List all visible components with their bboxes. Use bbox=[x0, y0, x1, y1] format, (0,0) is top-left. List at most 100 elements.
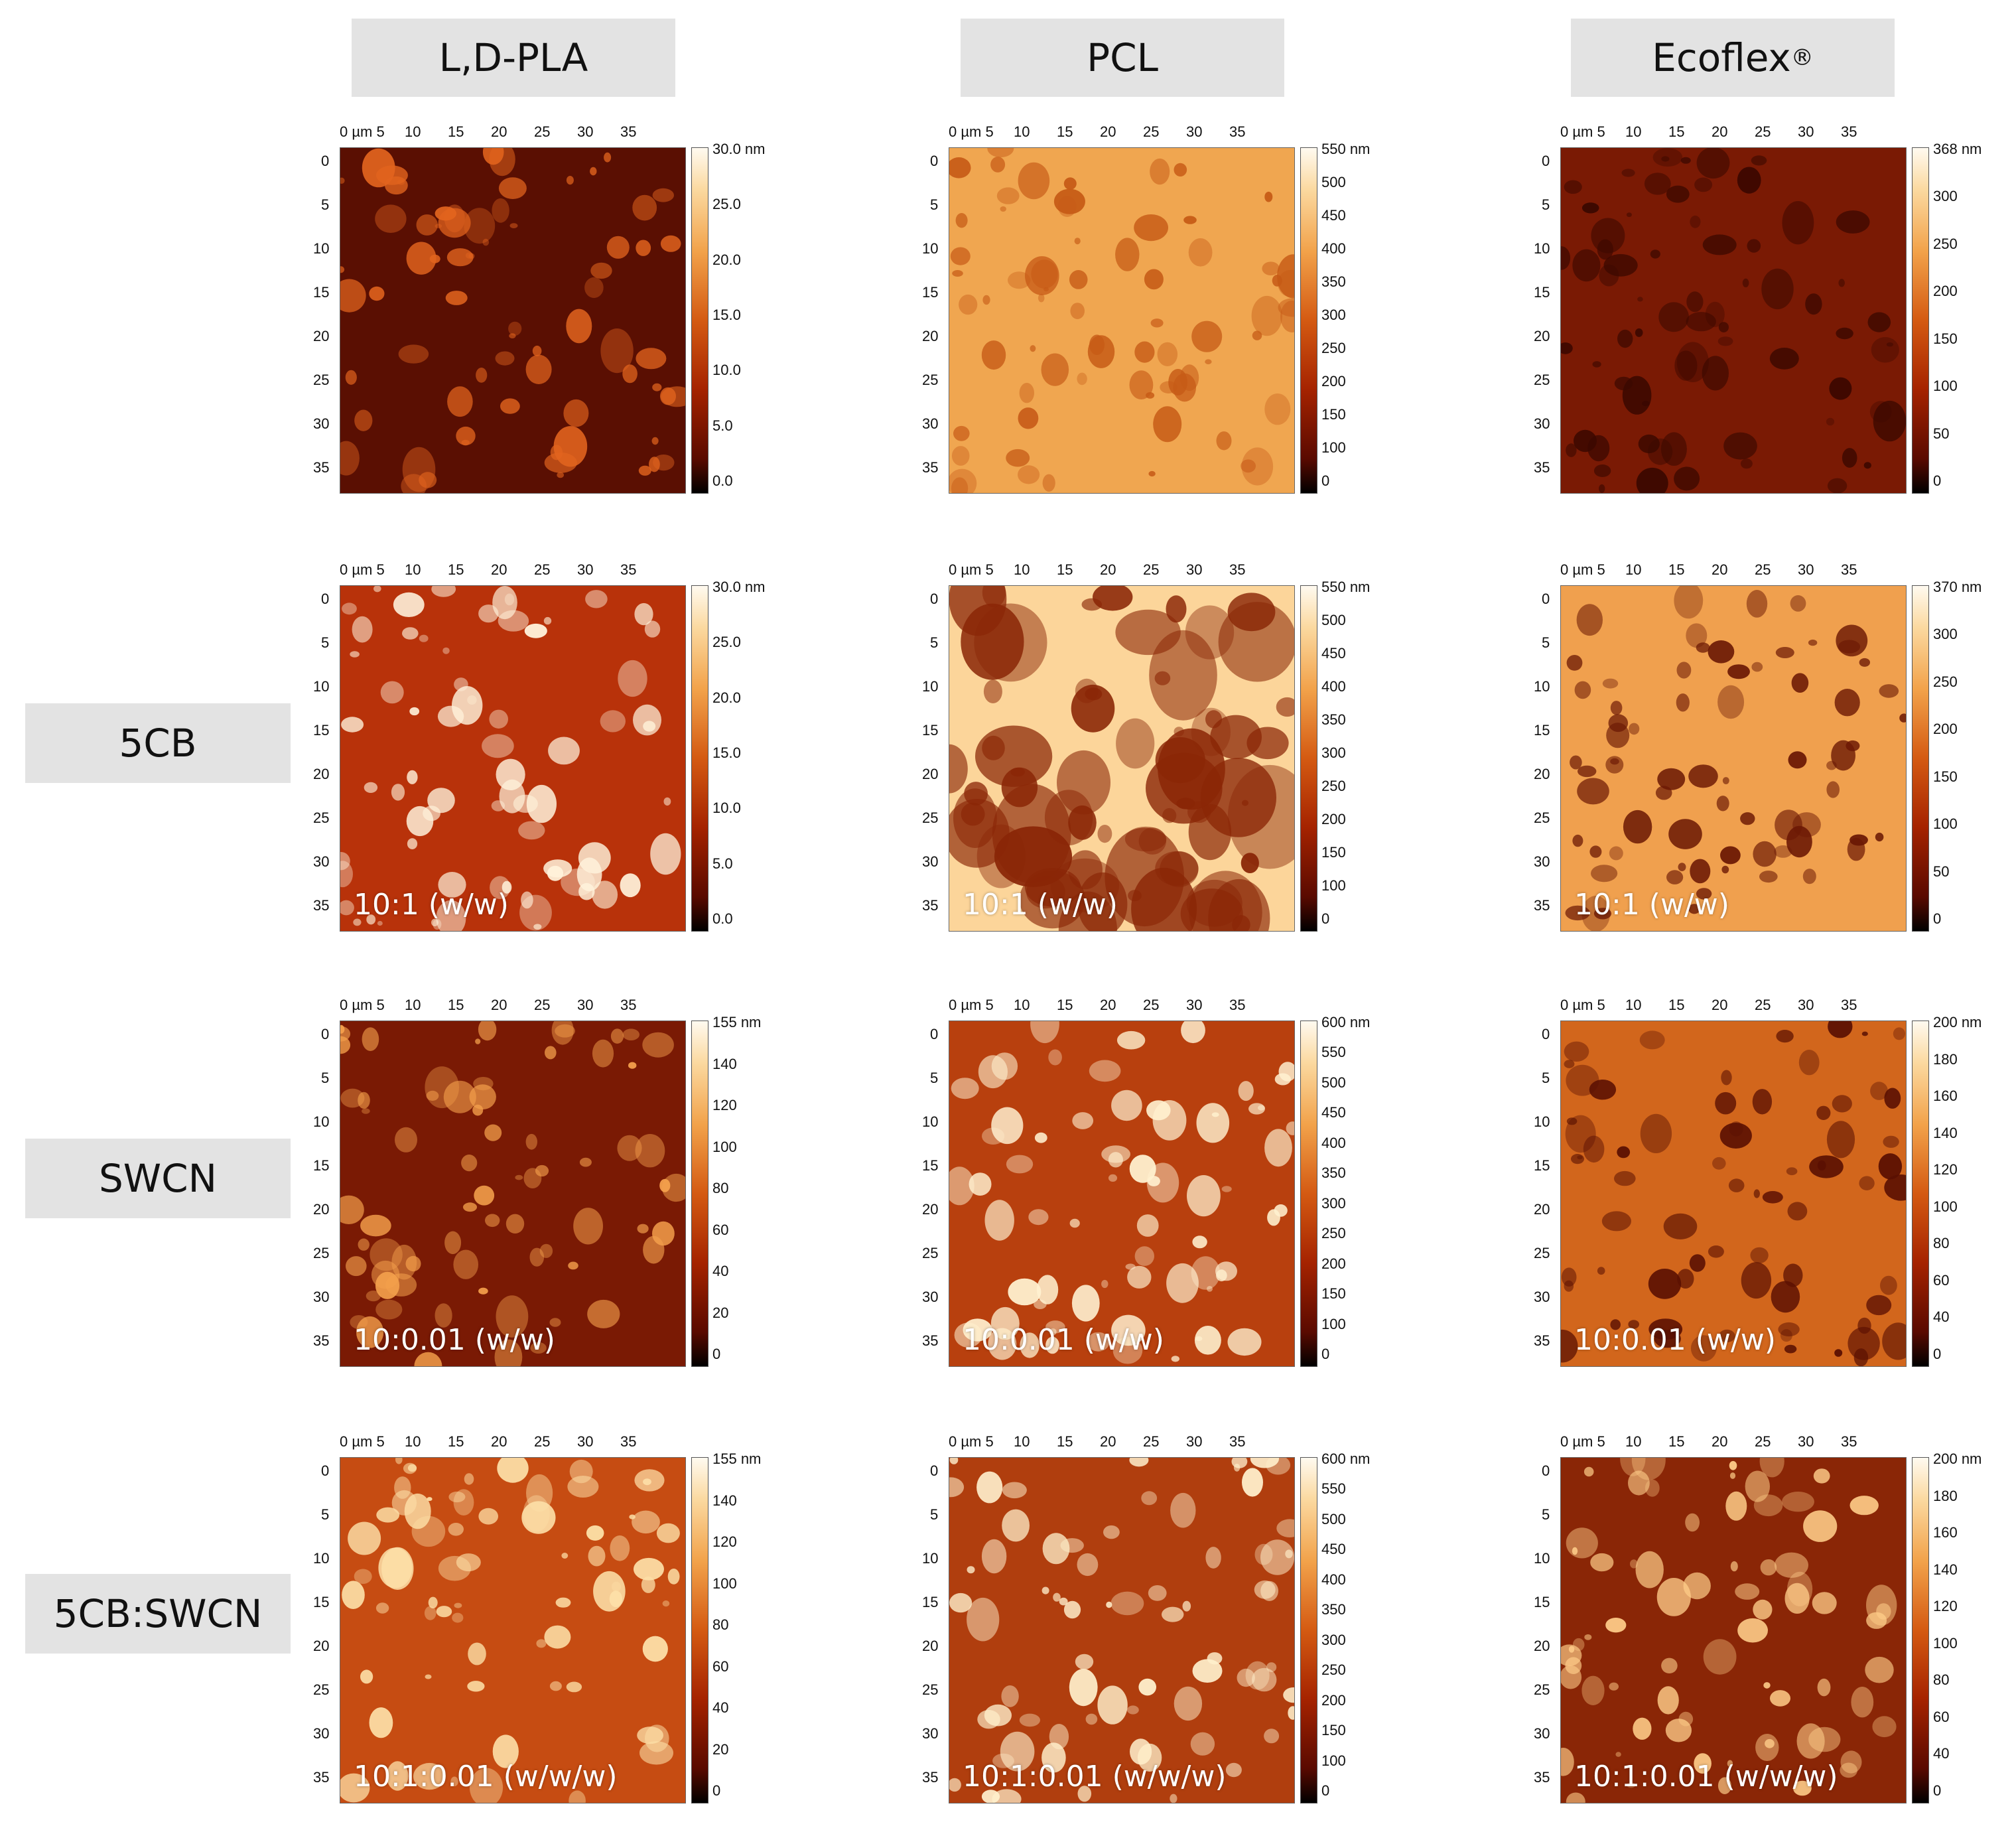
colorbar-label: 0 bbox=[1321, 910, 1330, 927]
y-tick-label: 35 bbox=[1534, 1332, 1550, 1349]
y-tick-label: 35 bbox=[1534, 459, 1550, 476]
colorbar-label: 250 bbox=[1933, 673, 1958, 690]
y-tick-label: 5 bbox=[930, 1506, 939, 1523]
colorbar-label: 100 bbox=[1933, 1634, 1958, 1652]
x-tick-label: 0 µm 5 bbox=[949, 1433, 994, 1450]
afm-panel: 0 µm 5 10 15 20 25 30 35 0 5 10 15 20 25 30 35 10:1 (w/… bbox=[305, 551, 766, 962]
colorbar-label: 350 bbox=[1321, 273, 1346, 290]
colorbar-label: 450 bbox=[1321, 1104, 1346, 1121]
ratio-label: 10:1 (w/w) bbox=[1574, 888, 1729, 922]
height-colorbar bbox=[1300, 585, 1317, 932]
colorbar-label: 40 bbox=[1933, 1308, 1950, 1326]
y-tick-label: 10 bbox=[922, 240, 939, 257]
y-tick-label: 25 bbox=[922, 1245, 939, 1261]
afm-panel: 0 µm 5 10 15 20 25 30 35 0 5 10 15 20 25 30 35 10:0.01 … bbox=[1526, 986, 1982, 1397]
x-tick-label: 30 bbox=[1186, 123, 1203, 140]
y-tick-label: 15 bbox=[922, 284, 939, 301]
x-tick-label: 30 bbox=[1186, 997, 1203, 1013]
y-tick-label: 25 bbox=[1534, 1245, 1550, 1261]
y-tick-label: 25 bbox=[1534, 372, 1550, 388]
colorbar-label: 550 bbox=[1321, 1044, 1346, 1061]
y-tick-label: 30 bbox=[1534, 1289, 1550, 1305]
x-tick-label: 20 bbox=[1712, 123, 1728, 140]
column-header-label: L,D-PLA bbox=[438, 35, 588, 80]
colorbar-label: 200 bbox=[1321, 373, 1346, 389]
x-tick-label: 10 bbox=[1625, 1433, 1642, 1450]
x-tick-label: 25 bbox=[1143, 997, 1160, 1013]
y-tick-label: 20 bbox=[922, 1638, 939, 1654]
y-tick-label: 30 bbox=[922, 853, 939, 870]
colorbar-label: 80 bbox=[712, 1616, 729, 1633]
colorbar-label: 80 bbox=[1933, 1671, 1950, 1689]
colorbar-label: 100 bbox=[712, 1138, 737, 1155]
y-tick-label: 0 bbox=[930, 1462, 939, 1479]
height-colorbar bbox=[1912, 1021, 1929, 1367]
colorbar-label: 120 bbox=[712, 1533, 737, 1550]
colorbar-label: 350 bbox=[1321, 1164, 1346, 1182]
afm-height-image: 10:0.01 (w/w) bbox=[340, 1021, 686, 1367]
x-tick-label: 25 bbox=[1755, 123, 1771, 140]
y-tick-label: 5 bbox=[1542, 1506, 1550, 1523]
x-tick-label: 35 bbox=[620, 123, 637, 140]
x-tick-label: 0 µm 5 bbox=[1560, 123, 1605, 140]
y-tick-label: 15 bbox=[313, 1157, 330, 1174]
x-tick-label: 35 bbox=[1229, 561, 1246, 578]
x-tick-label: 25 bbox=[534, 997, 551, 1013]
x-tick-label: 25 bbox=[1143, 1433, 1160, 1450]
x-tick-label: 30 bbox=[1798, 561, 1814, 578]
x-tick-label: 30 bbox=[577, 1433, 594, 1450]
column-header-label: PCL bbox=[1087, 35, 1158, 80]
x-tick-label: 25 bbox=[1143, 123, 1160, 140]
y-tick-label: 20 bbox=[922, 766, 939, 782]
y-tick-label: 30 bbox=[313, 415, 330, 432]
colorbar-label: 300 bbox=[1321, 307, 1346, 323]
y-tick-label: 10 bbox=[922, 1550, 939, 1567]
x-tick-label: 20 bbox=[1100, 123, 1116, 140]
colorbar-label: 0 bbox=[1933, 1782, 1942, 1799]
x-tick-label: 10 bbox=[1014, 1433, 1030, 1450]
x-tick-label: 25 bbox=[534, 1433, 551, 1450]
afm-panel: 0 µm 5 10 15 20 25 30 35 0 5 10 15 20 25 30 35 10:1:0.0… bbox=[305, 1423, 761, 1834]
colorbar-label: 400 bbox=[1321, 678, 1346, 695]
ratio-label: 10:0.01 (w/w) bbox=[1574, 1323, 1776, 1357]
colorbar-label: 150 bbox=[1933, 330, 1958, 347]
y-tick-label: 10 bbox=[1534, 678, 1550, 695]
y-tick-label: 5 bbox=[321, 1506, 330, 1523]
colorbar-label: 60 bbox=[1933, 1271, 1950, 1289]
y-tick-label: 35 bbox=[922, 1769, 939, 1786]
colorbar-label: 10.0 bbox=[712, 362, 741, 379]
x-tick-label: 25 bbox=[1755, 997, 1771, 1013]
colorbar-label: 550 nm bbox=[1321, 141, 1371, 157]
x-tick-label: 30 bbox=[577, 123, 594, 140]
x-tick-label: 30 bbox=[1798, 1433, 1814, 1450]
y-tick-label: 25 bbox=[1534, 1681, 1550, 1698]
colorbar-label: 200 bbox=[1321, 811, 1346, 827]
x-tick-label: 35 bbox=[1841, 561, 1857, 578]
colorbar-label: 500 bbox=[1321, 174, 1346, 190]
colorbar-label: 200 bbox=[1321, 1691, 1346, 1709]
y-tick-label: 5 bbox=[1542, 634, 1550, 651]
y-tick-label: 20 bbox=[313, 328, 330, 344]
y-tick-label: 15 bbox=[1534, 722, 1550, 739]
colorbar-label: 30.0 nm bbox=[712, 141, 766, 157]
y-tick-label: 35 bbox=[313, 897, 330, 914]
colorbar-label: 550 bbox=[1321, 1480, 1346, 1498]
colorbar-label: 155 nm bbox=[712, 1014, 762, 1030]
y-tick-label: 35 bbox=[922, 459, 939, 476]
colorbar-label: 0 bbox=[1933, 1346, 1942, 1362]
row-label-5cb: 5CB bbox=[25, 703, 291, 783]
colorbar-label: 5.0 bbox=[712, 417, 733, 434]
x-tick-label: 0 µm 5 bbox=[340, 123, 385, 140]
afm-panel: 0 µm 5 10 15 20 25 30 35 0 5 10 15 20 25 30 35 368 nm 30… bbox=[1526, 113, 1982, 524]
colorbar-label: 150 bbox=[1933, 768, 1958, 785]
height-colorbar bbox=[691, 147, 708, 494]
y-tick-label: 5 bbox=[1542, 196, 1550, 213]
colorbar-label: 300 bbox=[1321, 1631, 1346, 1648]
y-tick-label: 35 bbox=[922, 897, 939, 914]
x-tick-label: 30 bbox=[577, 561, 594, 578]
registered-mark: ® bbox=[1790, 44, 1814, 71]
y-tick-label: 25 bbox=[922, 372, 939, 388]
y-tick-label: 0 bbox=[930, 591, 939, 607]
colorbar-label: 160 bbox=[1933, 1088, 1958, 1105]
y-tick-label: 15 bbox=[1534, 1157, 1550, 1174]
